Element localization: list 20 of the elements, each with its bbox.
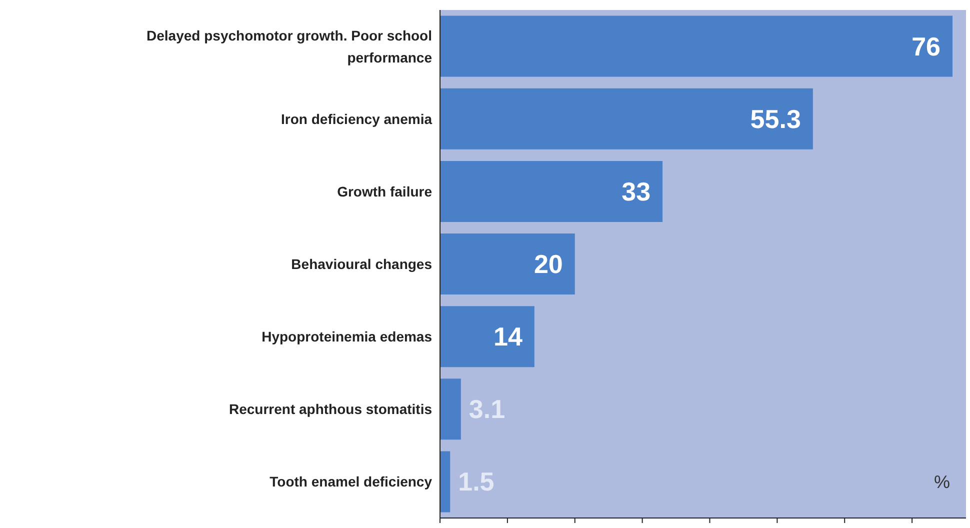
y-tick-label: Tooth enamel deficiency — [270, 474, 432, 490]
bar — [440, 378, 461, 440]
y-tick-label: Growth failure — [337, 183, 432, 200]
data-label: 20 — [534, 249, 563, 280]
bar — [440, 160, 663, 222]
y-tick-label: Hypoproteinemia edemas — [262, 328, 432, 345]
data-label: 33 — [622, 176, 651, 206]
y-tick-label: Iron deficiency anemia — [281, 110, 432, 127]
bar — [440, 234, 575, 295]
bar — [440, 306, 534, 368]
data-label: 76 — [912, 31, 941, 62]
data-label: 55.3 — [750, 104, 801, 134]
y-tick-label: Recurrent aphthous stomatitis — [228, 401, 432, 418]
y-tick-label: Behavioural changes — [291, 256, 432, 272]
data-label: 14 — [493, 322, 523, 352]
bar — [440, 451, 450, 512]
x-axis-title: % — [934, 472, 950, 492]
bar — [440, 88, 813, 150]
y-tick-label: Delayed psychomotor growth. Poor school performance — [146, 27, 432, 66]
bar — [440, 16, 953, 77]
